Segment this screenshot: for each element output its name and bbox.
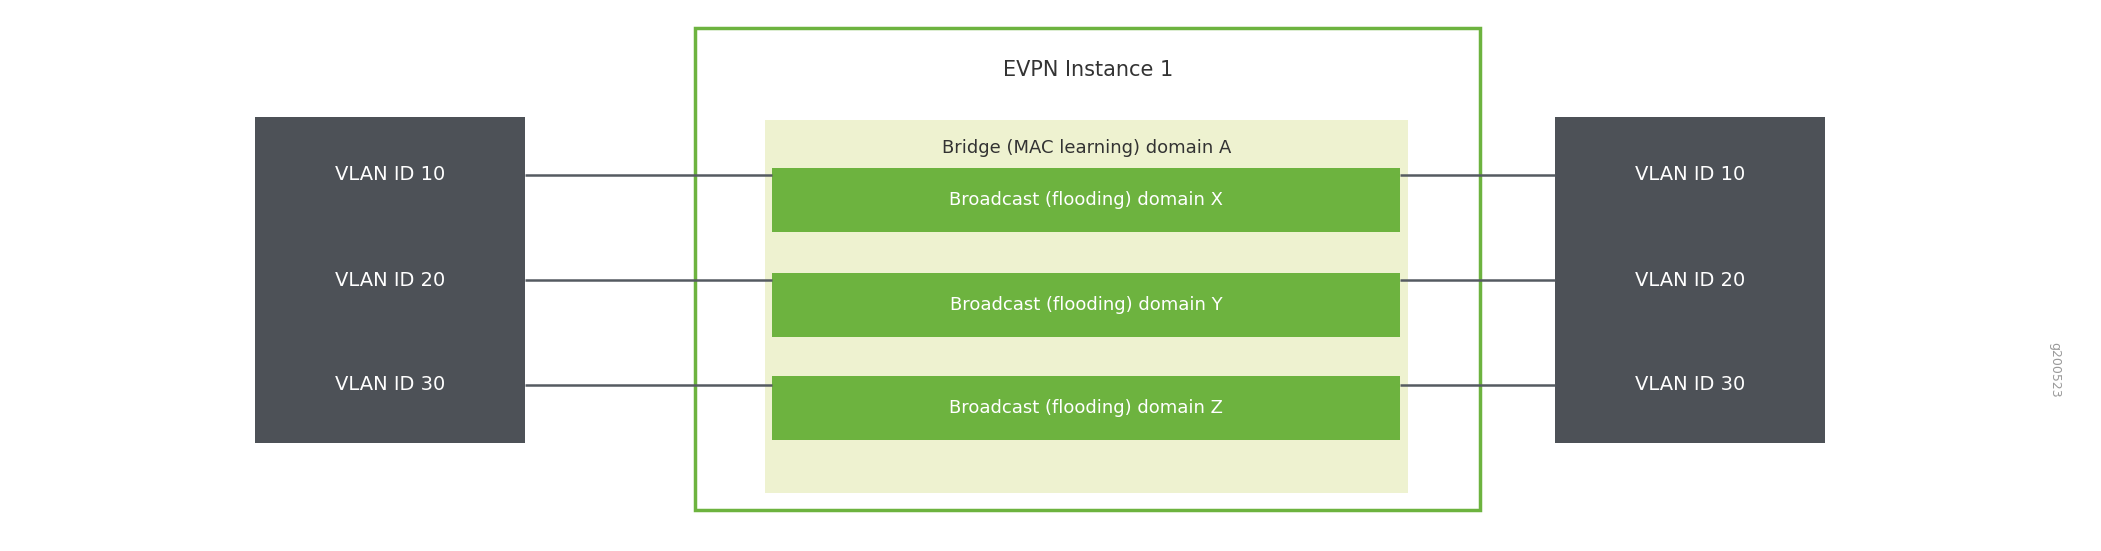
FancyBboxPatch shape <box>771 273 1399 337</box>
FancyBboxPatch shape <box>1555 117 1826 233</box>
Text: VLAN ID 30: VLAN ID 30 <box>334 375 445 395</box>
FancyBboxPatch shape <box>771 376 1399 440</box>
Text: g200523: g200523 <box>2048 342 2061 398</box>
Text: Broadcast (flooding) domain Z: Broadcast (flooding) domain Z <box>950 399 1223 417</box>
Text: VLAN ID 10: VLAN ID 10 <box>334 165 445 185</box>
FancyBboxPatch shape <box>254 327 525 443</box>
Text: Bridge (MAC learning) domain A: Bridge (MAC learning) domain A <box>943 139 1231 157</box>
FancyBboxPatch shape <box>254 117 525 233</box>
FancyBboxPatch shape <box>254 222 525 338</box>
Text: VLAN ID 20: VLAN ID 20 <box>334 271 445 289</box>
Text: EVPN Instance 1: EVPN Instance 1 <box>1002 60 1172 80</box>
FancyBboxPatch shape <box>765 120 1408 493</box>
FancyBboxPatch shape <box>1555 327 1826 443</box>
FancyBboxPatch shape <box>1555 222 1826 338</box>
Text: VLAN ID 30: VLAN ID 30 <box>1635 375 1746 395</box>
Text: Broadcast (flooding) domain Y: Broadcast (flooding) domain Y <box>950 296 1223 314</box>
Text: Broadcast (flooding) domain X: Broadcast (flooding) domain X <box>950 191 1223 209</box>
FancyBboxPatch shape <box>771 168 1399 232</box>
Text: VLAN ID 20: VLAN ID 20 <box>1635 271 1746 289</box>
Text: VLAN ID 10: VLAN ID 10 <box>1635 165 1746 185</box>
FancyBboxPatch shape <box>695 28 1479 510</box>
